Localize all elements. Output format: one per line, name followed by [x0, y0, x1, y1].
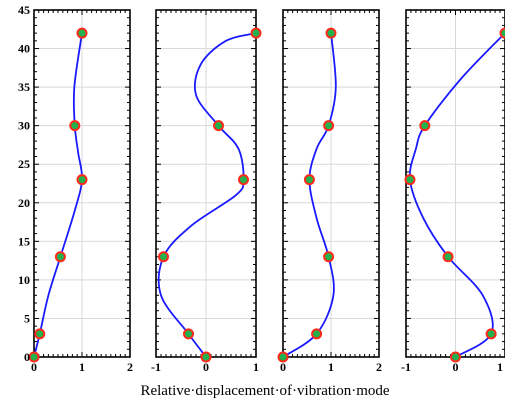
series-line-1 [33, 33, 83, 358]
x-tick-label: -1 [151, 360, 161, 374]
y-tick-label: 25 [18, 157, 30, 171]
y-tick-label: 0 [24, 350, 30, 364]
chart-panel-2: -1 0 1 [151, 9, 262, 374]
x-tick-label: 2 [127, 360, 133, 374]
data-point [34, 328, 46, 340]
x-axis-label: Relative·displacement·of·vibration·mode [140, 383, 389, 399]
data-point [76, 27, 88, 39]
data-point [485, 328, 497, 340]
data-point [54, 251, 66, 263]
data-point [419, 120, 431, 132]
data-point [200, 351, 212, 363]
x-tick-label: 1 [328, 360, 334, 374]
y-tick-label: 15 [18, 234, 30, 248]
data-point [325, 27, 337, 39]
data-point [69, 120, 81, 132]
data-point [238, 174, 249, 186]
y-tick-label: 35 [18, 80, 30, 94]
data-point [28, 351, 40, 363]
series-line-1 [157, 32, 257, 358]
x-tick-label: -1 [401, 360, 411, 374]
y-tick-label: 30 [18, 119, 30, 133]
data-point [158, 251, 169, 263]
x-tick-label: 1 [253, 360, 259, 374]
x-tick-label: 0 [203, 360, 209, 374]
x-tick-label: 1 [79, 360, 85, 374]
series-line-1 [282, 33, 337, 358]
data-point [183, 328, 194, 340]
data-point [442, 251, 454, 263]
data-point [277, 351, 289, 363]
data-point [213, 120, 224, 132]
plot-frame [33, 9, 131, 358]
x-tick-label: 2 [376, 360, 382, 374]
x-tick-label: 0 [31, 360, 37, 374]
y-tick-label: 40 [18, 42, 30, 56]
data-point [250, 27, 262, 39]
series-line-1 [408, 32, 505, 358]
data-point [499, 27, 505, 39]
y-tick-label: 45 [18, 3, 30, 17]
data-point [323, 251, 335, 263]
data-point [303, 174, 315, 186]
x-tick-label: 1 [497, 360, 503, 374]
plot-frame [282, 9, 380, 358]
data-point [450, 351, 461, 363]
x-tick-label: 0 [280, 360, 286, 374]
x-tick-label: 0 [453, 360, 459, 374]
chart-panel-3: 0 1 2 [277, 9, 382, 374]
data-point [76, 174, 88, 186]
y-tick-label: 5 [24, 311, 30, 325]
y-tick-label: 10 [18, 273, 30, 287]
data-point [404, 174, 416, 186]
data-point [323, 120, 335, 132]
y-tick-label: 20 [18, 196, 30, 210]
data-point [311, 328, 323, 340]
chart-panel-4: -1 0 1 [401, 9, 505, 374]
